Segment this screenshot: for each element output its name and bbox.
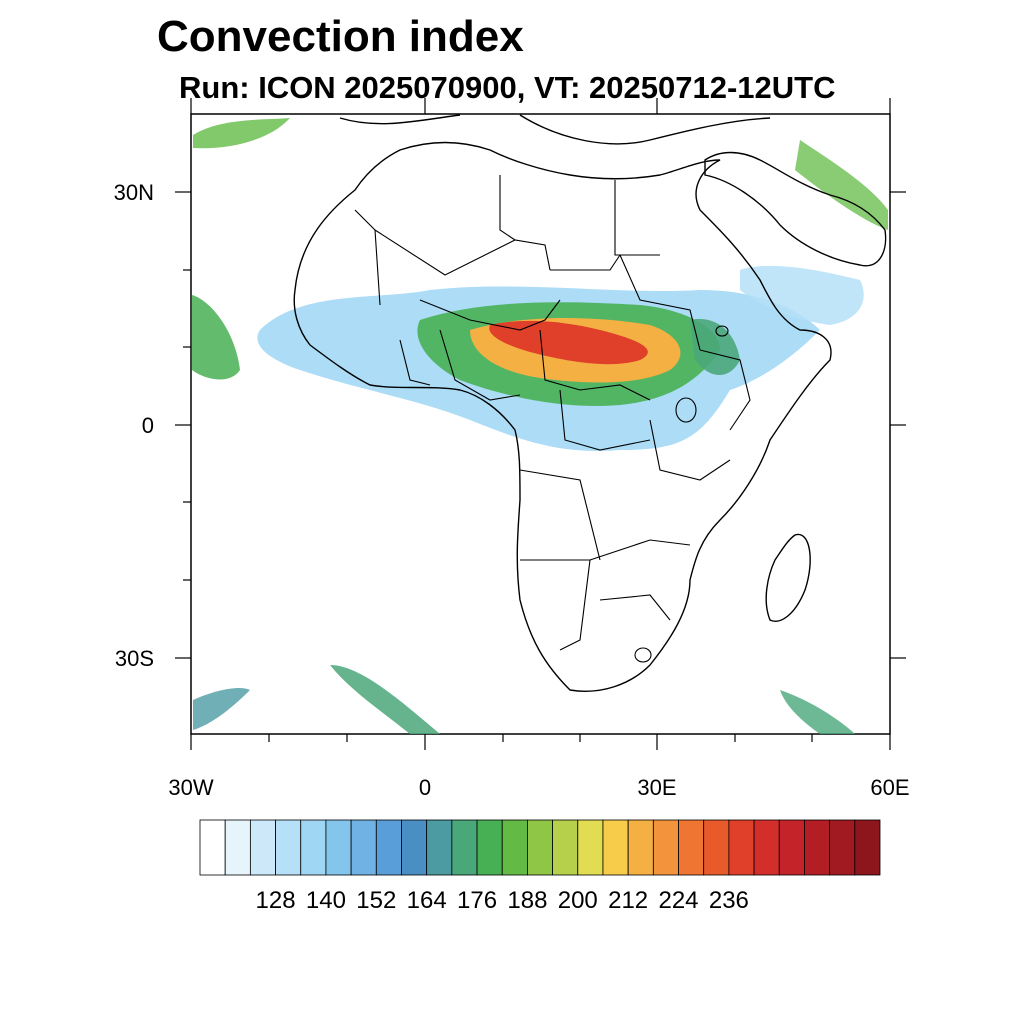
colorbar-cell: [829, 819, 856, 876]
lat-label-30s: 30S: [114, 646, 154, 671]
colorbar-cell: [476, 819, 503, 876]
colorbar-cell: [703, 819, 730, 876]
colorbar-cell: [728, 819, 755, 876]
arabia-coastline: [704, 151, 887, 267]
colorbar-cell: [249, 819, 276, 876]
lat-label-0: 0: [141, 413, 154, 438]
colorbar-cell: [300, 819, 327, 876]
lon-label-0: 0: [418, 775, 432, 800]
colorbar-tick-label: 236: [708, 887, 749, 914]
colorbar-cell: [224, 819, 251, 876]
colorbar-cell: [577, 819, 604, 876]
colorbar-cell: [350, 819, 377, 876]
colorbar-tick-label: 200: [557, 887, 598, 914]
convection-sw: [193, 688, 250, 730]
colorbar-cell: [627, 819, 654, 876]
axis-ticks: [175, 98, 906, 750]
convection-south-atl: [330, 665, 440, 734]
colorbar-cell: [199, 819, 226, 876]
colorbar-cell: [375, 819, 402, 876]
colorbar-tick-label: 152: [356, 887, 397, 914]
colorbar-tick-label: 224: [658, 887, 699, 914]
colorbar-cell: [401, 819, 428, 876]
colorbar-cell: [804, 819, 831, 876]
lat-label-30n: 30N: [113, 180, 154, 205]
madagascar: [765, 533, 811, 622]
colorbar-tick-label: 128: [255, 887, 296, 914]
convection-nw: [193, 118, 290, 149]
colorbar-cell: [501, 819, 528, 876]
colorbar-cell: [854, 819, 881, 876]
colorbar-tick-label: 212: [608, 887, 649, 914]
convection-west-ocean: [192, 295, 240, 380]
convection-arabia: [740, 265, 864, 325]
europe-coastline: [339, 114, 771, 145]
convection-se: [780, 690, 855, 734]
africa-coastline: [293, 141, 832, 692]
colorbar-cell: [527, 819, 553, 876]
colorbar-cell: [426, 819, 453, 876]
chart-subtitle: Run: ICON 2025070900, VT: 20250712-12UTC: [179, 70, 836, 105]
colorbar-cell: [678, 819, 705, 876]
lon-label-30w: 30W: [168, 775, 214, 800]
lon-label-30e: 30E: [637, 775, 677, 800]
colorbar-cell: [275, 819, 302, 876]
colorbar-cell: [778, 819, 805, 876]
colorbar-tick-label: 176: [457, 887, 498, 914]
lakes: [634, 325, 729, 663]
colorbar-cell: [602, 819, 629, 876]
colorbar-tick-label: 164: [406, 887, 447, 914]
colorbar-cell: [451, 819, 478, 876]
chart-title: Convection index: [157, 12, 524, 61]
lon-label-60e: 60E: [870, 775, 910, 800]
colorbar-tick-label: 140: [305, 887, 346, 914]
convection-field: [192, 118, 888, 734]
colorbar-cell: [753, 819, 780, 876]
colorbar: [199, 819, 881, 876]
coastlines: [293, 114, 887, 692]
colorbar-cell: [552, 819, 579, 876]
colorbar-cell: [325, 819, 352, 876]
convection-band-peak: [489, 320, 648, 365]
colorbar-cell: [652, 819, 679, 876]
country-borders: [354, 175, 751, 651]
colorbar-tick-label: 188: [507, 887, 548, 914]
convection-ne: [795, 140, 888, 230]
